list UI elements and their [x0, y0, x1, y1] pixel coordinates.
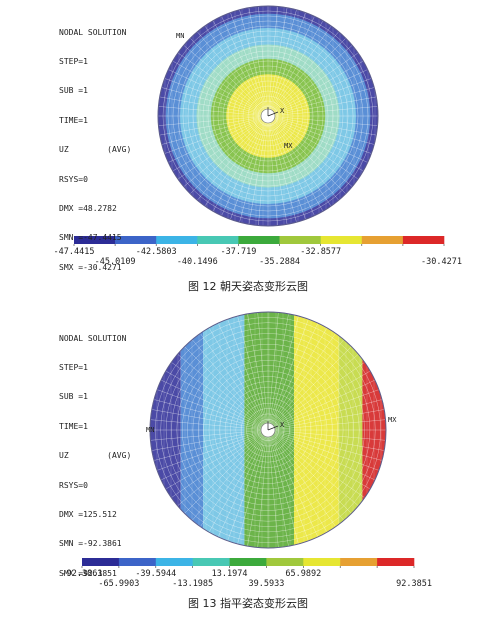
legend-tick-label: -30.4271 — [421, 257, 462, 267]
x-axis-label: X — [280, 421, 285, 429]
legend-swatch — [320, 236, 363, 244]
info-line: SMX =-30.4271 — [59, 262, 122, 272]
x-axis-arrow — [267, 111, 279, 117]
info-line: STEP=1 — [59, 56, 88, 66]
legend-swatch — [229, 558, 267, 566]
solution-info-12: NODAL SOLUTION STEP=1 SUB =1 TIME=1 UZ (… — [59, 8, 131, 292]
max-marker: MX — [388, 416, 397, 424]
legend-swatch — [340, 558, 378, 566]
legend-tick-label: -32.8577 — [300, 247, 341, 257]
legend-tick-label: -92.3861 — [62, 569, 103, 579]
mesh-grid — [150, 312, 386, 548]
info-line: TIME=1 — [59, 115, 88, 125]
x-axis-arrow — [267, 425, 279, 431]
legend-swatch — [197, 236, 239, 244]
legend-tick-label: -47.4415 — [54, 247, 95, 257]
info-line: NODAL SOLUTION — [59, 27, 127, 37]
legend-tick-label: 39.5933 — [248, 579, 284, 589]
legend-tick-label: 65.9892 — [285, 569, 321, 579]
plate-outline — [157, 5, 379, 227]
info-line: RSYS=0 — [59, 174, 88, 184]
legend-tick-label: -65.9903 — [98, 579, 139, 589]
legend-swatch — [192, 558, 230, 566]
info-line: UZ (AVG) — [59, 451, 132, 461]
legend-tick-label: -39.5944 — [135, 569, 176, 579]
caption-13: 图 13 指平姿态变形云图 — [188, 597, 308, 610]
plate-outline — [149, 311, 387, 549]
figure-13-panel: X MN MX -92.3861 -39.5944 13.1974 65.9892 -65.9… — [0, 306, 496, 619]
avg-label: (AVG) — [107, 145, 132, 155]
contour-plot-13: X MN MX -92.3861 -39.5944 13.1974 65.9892 -65.9… — [62, 311, 432, 589]
legend-tick-label: 13.1974 — [212, 569, 248, 579]
legend-swatch — [402, 236, 445, 244]
info-line: STEP=1 — [59, 362, 88, 372]
contour-bands — [150, 312, 386, 548]
info-line: NODAL SOLUTION — [59, 333, 127, 343]
legend-tick-label: -35.2884 — [259, 257, 300, 267]
min-marker: MN — [176, 32, 184, 40]
legend-tick-label: 92.3851 — [396, 579, 432, 589]
legend-color-bar — [73, 236, 445, 246]
legend-tick-label: -37.719 — [220, 247, 256, 257]
legend-swatch — [238, 236, 280, 244]
info-line: SMX =92.3851 — [59, 568, 117, 578]
info-line: SUB =1 — [59, 86, 88, 96]
legend-swatch — [156, 236, 198, 244]
legend-swatch — [115, 236, 157, 244]
info-line: DMX =48.2782 — [59, 203, 117, 213]
info-line: UZ (AVG) — [59, 145, 132, 155]
contour-plot-12: X MN MX -47.4415 -42.5803 -37.719 -32.8577 -45.… — [54, 5, 462, 267]
legend-tick-label: -45.0109 — [95, 257, 136, 267]
max-marker: MX — [284, 142, 293, 150]
figure-12-panel: X MN MX -47.4415 -42.5803 -37.719 -32.8577 -45.… — [0, 0, 496, 300]
info-line: DMX =125.512 — [59, 509, 117, 519]
mesh-grid — [158, 6, 378, 226]
legend-swatch — [377, 558, 415, 566]
legend-swatch — [361, 236, 404, 244]
legend-swatch — [82, 558, 120, 566]
legend-swatch — [118, 558, 157, 566]
info-line: SMN =-92.3861 — [59, 539, 122, 549]
min-marker: MN — [146, 426, 154, 434]
info-line: RSYS=0 — [59, 480, 88, 490]
caption-12: 图 12 朝天姿态变形云图 — [188, 280, 308, 293]
legend-swatch — [279, 236, 321, 244]
legend-tick-label: -42.5803 — [136, 247, 177, 257]
info-line: TIME=1 — [59, 421, 88, 431]
info-line: SUB =1 — [59, 392, 88, 402]
legend-swatch — [74, 236, 116, 244]
avg-label: (AVG) — [107, 451, 132, 461]
legend-swatch — [303, 558, 341, 566]
x-axis-label: X — [280, 107, 285, 115]
legend-tick-label: -40.1496 — [177, 257, 218, 267]
legend-color-bar — [81, 558, 415, 568]
legend-tick-label: -13.1985 — [172, 579, 213, 589]
solution-info-13: NODAL SOLUTION STEP=1 SUB =1 TIME=1 UZ (… — [59, 314, 131, 598]
legend-swatch — [266, 558, 304, 566]
info-line: SMN =-47.4415 — [59, 233, 122, 243]
legend-swatch — [155, 558, 193, 566]
